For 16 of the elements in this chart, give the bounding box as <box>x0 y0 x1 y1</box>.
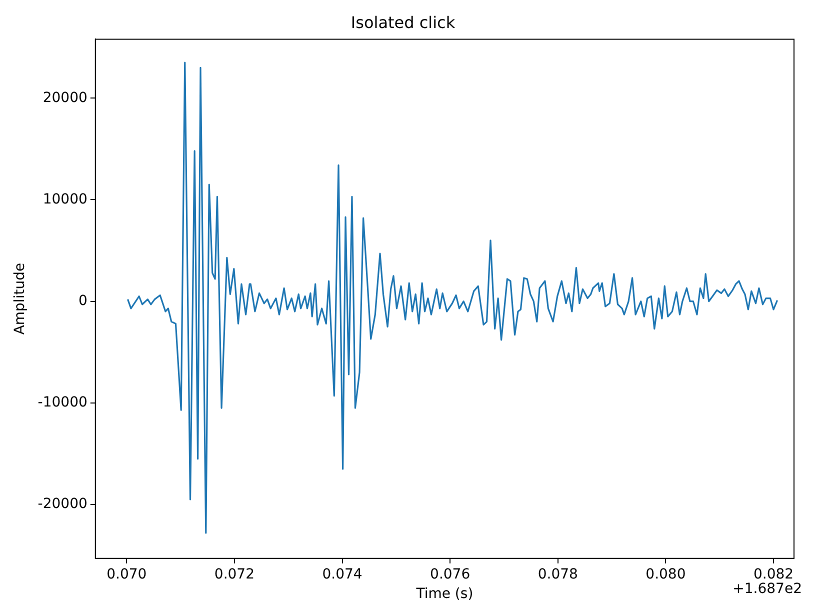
y-tick-label: 20000 <box>42 90 88 106</box>
chart-title: Isolated click <box>350 12 456 32</box>
x-tick-label: 0.072 <box>214 566 255 582</box>
y-axis-title: Amplitude <box>12 262 28 335</box>
y-tick-label: -20000 <box>38 496 88 512</box>
x-tick-label: 0.076 <box>430 566 470 582</box>
y-tick-label: -10000 <box>38 394 88 411</box>
x-tick-label: 0.070 <box>106 566 147 582</box>
x-tick-label: 0.078 <box>538 566 578 582</box>
x-tick-label: 0.082 <box>753 566 794 582</box>
y-tick-label: 0 <box>78 292 88 309</box>
x-tick-label: 0.080 <box>646 566 686 582</box>
x-axis-title: Time (s) <box>415 586 474 602</box>
y-tick-label: 10000 <box>42 191 88 208</box>
x-tick-label: 0.074 <box>322 566 362 582</box>
text: +1.687e2 <box>732 581 802 598</box>
